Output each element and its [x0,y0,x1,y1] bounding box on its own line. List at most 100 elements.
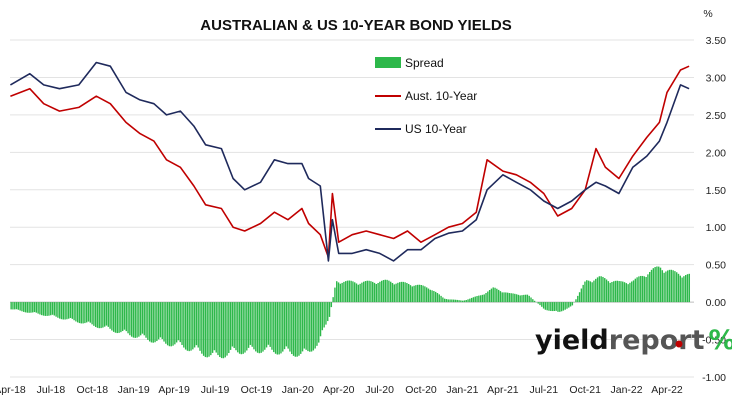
spread-bar [406,282,408,303]
spread-bar [445,299,448,303]
spread-bar [50,302,52,316]
spread-bar [614,280,617,303]
spread-bar [600,276,602,303]
legend-label-aust: Aust. 10-Year [405,89,477,103]
spread-bar [640,275,642,303]
spread-bar [364,281,367,303]
spread-bar [296,302,298,357]
y-tick-label: -0.50 [702,335,726,347]
spread-bar [179,302,181,343]
spread-bar [341,282,343,303]
spread-bar [109,302,111,329]
legend-label-us: US 10-Year [405,122,467,136]
spread-bar [24,302,27,313]
spread-bar [604,278,606,303]
spread-bar [506,292,509,303]
spread-bar [166,302,169,346]
spread-bar [184,302,187,350]
spread-bar [458,300,460,303]
spread-bar [496,288,498,303]
spread-bar [289,302,291,352]
spread-bar [418,284,421,303]
spread-bar [548,302,550,311]
svg-text:yieldreport%: yieldreport% [535,325,732,356]
spread-bar [404,282,406,303]
spread-bar [384,279,387,303]
spread-bar [521,295,523,303]
spread-bar [197,302,199,348]
spread-bar [607,281,610,303]
spread-bar [145,302,147,338]
spread-bar [598,276,601,303]
spread-bar [532,299,534,303]
spread-bar [397,282,399,303]
spread-bar [372,281,374,303]
spread-bar [193,302,196,348]
spread-bar [114,302,117,333]
spread-bar [188,302,190,352]
spread-bar [240,302,243,355]
x-tick-label: Apr-20 [323,384,355,396]
spread-bar [501,292,503,303]
spread-bar [215,302,217,353]
spread-bar [438,294,440,303]
spread-bar [121,302,124,332]
spread-bar [210,302,212,356]
spread-bar [345,281,347,303]
spread-bar [339,283,342,303]
spread-bar [420,284,422,303]
spread-bar [77,302,79,323]
x-tick-label: Jan-19 [118,384,150,396]
spread-bar [470,297,473,303]
spread-bar [591,282,593,303]
spread-bar [116,302,118,334]
spread-bar [103,302,106,327]
spread-bar [366,280,369,303]
legend-swatch-spread [375,57,401,68]
spread-bar [526,294,529,303]
spread-bar [28,302,30,313]
spread-bar [409,285,412,303]
spread-bar [44,302,47,316]
spread-bar [460,300,462,303]
spread-bar [411,286,413,303]
spread-bar [190,302,192,351]
spread-bar [276,302,279,355]
spread-bar [515,294,518,303]
y-tick-label: 3.00 [706,72,727,84]
spread-bar [253,302,255,350]
spread-bar [96,302,99,328]
spread-bar [298,302,300,356]
spread-bar [434,291,437,303]
spread-bar [192,302,194,350]
logo-dot [675,340,683,348]
spread-bar [73,302,75,321]
spread-bar [238,302,241,354]
spread-bar [228,302,230,354]
spread-bar [78,302,81,324]
spread-bar [517,294,520,303]
x-tick-label: Oct-19 [241,384,273,396]
spread-bar [163,302,165,342]
spread-bar [26,302,29,313]
spread-bar [195,302,198,346]
x-tick-label: Oct-21 [569,384,601,396]
spread-bar [265,302,268,348]
spread-bar [616,280,619,303]
spread-bar [668,269,671,303]
x-tick-label: Jul-20 [365,384,394,396]
spread-bar [327,302,329,322]
spread-bar [105,302,108,326]
spread-bar [12,302,14,310]
spread-bar [620,281,622,303]
spread-bar [282,302,284,352]
spread-bar [278,302,280,355]
spread-bar [478,295,480,303]
spread-bar [350,280,352,303]
spread-bar [443,298,446,303]
yield-lines [10,61,690,262]
spread-bar [256,302,259,353]
logo-percent: % [708,325,732,356]
spread-bar [172,302,174,346]
spread-bar [355,283,358,303]
